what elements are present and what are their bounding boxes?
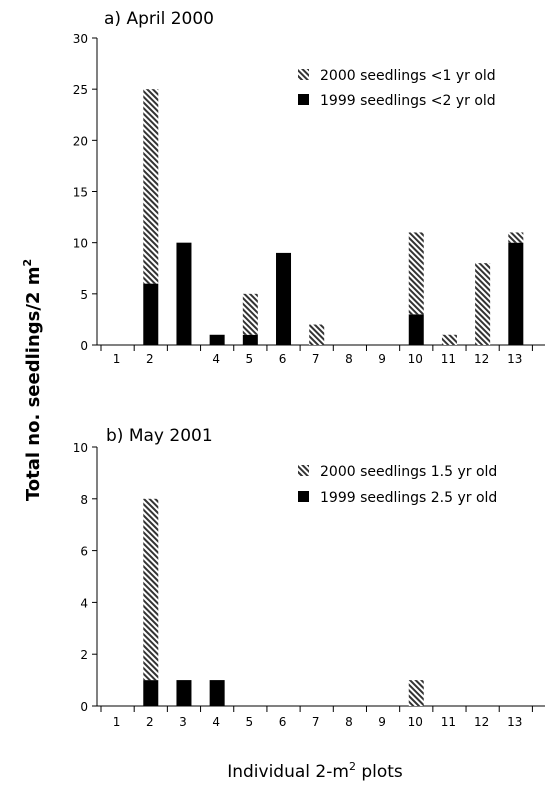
bar-solid xyxy=(176,242,192,345)
y-tick-label: 20 xyxy=(73,134,88,148)
x-tick-label: 9 xyxy=(378,715,386,729)
x-tick-label: 7 xyxy=(312,715,320,729)
x-tick-label: 6 xyxy=(279,352,287,366)
x-tick-label: 10 xyxy=(408,352,423,366)
bar-solid xyxy=(242,334,258,345)
legend-swatch-solid xyxy=(298,491,309,502)
bar-solid xyxy=(143,283,159,345)
y-tick-label: 8 xyxy=(80,493,88,507)
x-tick-label: 3 xyxy=(179,715,187,729)
y-axis-title: Total no. seedlings/2 m2 xyxy=(21,259,44,501)
bar-hatched xyxy=(408,680,424,706)
legend-label: 2000 seedlings <1 yr old xyxy=(320,68,496,84)
bar-hatched xyxy=(408,232,424,315)
panel-title: b) May 2001 xyxy=(106,426,213,446)
x-tick-label: 1 xyxy=(113,715,121,729)
y-tick-label: 30 xyxy=(73,32,88,46)
legend-swatch-hatched xyxy=(298,465,309,476)
x-tick-label: 2 xyxy=(146,352,154,366)
x-tick-label: 12 xyxy=(474,352,489,366)
x-tick-label: 7 xyxy=(312,352,320,366)
y-tick-label: 25 xyxy=(73,83,88,97)
bar-hatched xyxy=(309,324,325,345)
y-tick-label: 15 xyxy=(73,186,88,200)
legend-label: 1999 seedlings <2 yr old xyxy=(320,93,496,109)
x-tick-label: 11 xyxy=(441,352,456,366)
bar-solid xyxy=(408,314,424,345)
legend-label: 1999 seedlings 2.5 yr old xyxy=(320,490,497,506)
legend-swatch-hatched xyxy=(298,69,309,80)
y-tick-label: 10 xyxy=(73,441,88,455)
y-tick-label: 6 xyxy=(80,545,88,559)
x-tick-label: 8 xyxy=(345,352,353,366)
x-tick-label: 10 xyxy=(408,715,423,729)
x-tick-label: 5 xyxy=(246,715,254,729)
panel-title: a) April 2000 xyxy=(104,9,214,29)
x-tick-label: 12 xyxy=(474,715,489,729)
x-tick-label: 9 xyxy=(378,352,386,366)
bar-solid xyxy=(209,680,225,706)
legend-swatch-solid xyxy=(298,94,309,105)
bar-hatched xyxy=(143,498,159,681)
bar-solid xyxy=(276,252,292,345)
y-tick-label: 0 xyxy=(80,339,88,353)
x-tick-label: 5 xyxy=(246,352,254,366)
x-tick-label: 4 xyxy=(212,352,220,366)
x-tick-label: 4 xyxy=(212,715,220,729)
y-tick-label: 10 xyxy=(73,237,88,251)
bar-hatched xyxy=(143,89,159,284)
x-tick-label: 13 xyxy=(507,352,522,366)
y-tick-label: 5 xyxy=(80,288,88,302)
y-tick-label: 4 xyxy=(80,596,88,610)
bar-hatched xyxy=(475,263,491,345)
y-tick-label: 2 xyxy=(80,648,88,662)
bar-solid xyxy=(508,242,524,345)
bar-hatched xyxy=(508,232,524,243)
x-tick-label: 6 xyxy=(279,715,287,729)
legend-label: 2000 seedlings 1.5 yr old xyxy=(320,464,497,480)
x-tick-label: 11 xyxy=(441,715,456,729)
x-tick-label: 2 xyxy=(146,715,154,729)
bar-solid xyxy=(209,334,225,345)
bar-hatched xyxy=(242,293,258,335)
bar-solid xyxy=(176,680,192,706)
y-tick-label: 0 xyxy=(80,700,88,714)
x-tick-label: 1 xyxy=(113,352,121,366)
bar-hatched xyxy=(441,334,457,345)
bar-solid xyxy=(143,680,159,706)
x-axis-title: Individual 2-m2 plots xyxy=(227,760,403,782)
x-tick-label: 13 xyxy=(507,715,522,729)
x-tick-label: 8 xyxy=(345,715,353,729)
